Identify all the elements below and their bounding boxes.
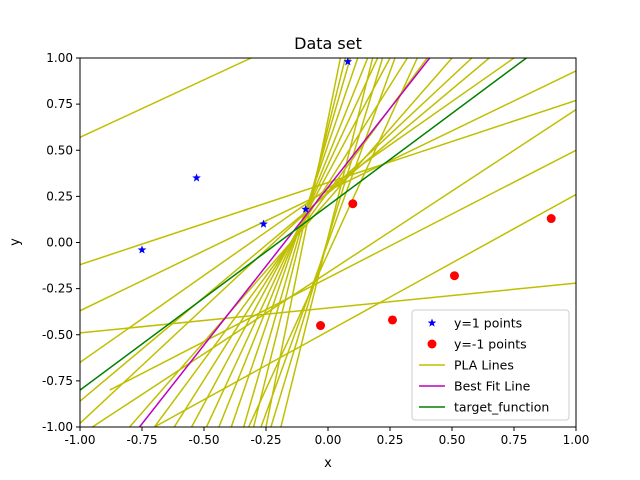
axis-ticks: -1.00 -0.75 -0.50 -0.25 0.00 0.25 0.50 0.75 1.00… [42, 51, 589, 447]
x-tick-label: 0.25 [377, 433, 404, 447]
x-tick-label: -0.25 [250, 433, 281, 447]
y-tick-label: 0.25 [46, 189, 73, 203]
x-axis-label: x [324, 456, 332, 471]
y-tick-label: 0.50 [46, 143, 73, 157]
legend-label: Best Fit Line [454, 379, 531, 394]
y-tick-label: -0.50 [42, 328, 73, 342]
plot-area [80, 58, 576, 427]
x-tick-label: 0.75 [501, 433, 528, 447]
pla-lines-1 [80, 58, 252, 139]
pla-lines-12 [218, 58, 369, 427]
pla-lines-22 [91, 109, 576, 427]
x-tick-label: 0.50 [439, 433, 466, 447]
legend-swatch-star [427, 318, 437, 327]
x-tick-label: -0.50 [188, 433, 219, 447]
legend-swatch-circle [427, 339, 437, 349]
pla-lines-14 [242, 58, 352, 427]
positive-point-2 [192, 173, 201, 182]
positive-point-3 [259, 219, 268, 228]
pla-lines-20 [109, 149, 576, 391]
x-tick-label: 1.00 [563, 433, 590, 447]
legend-label: PLA Lines [454, 358, 514, 373]
legend: y=1 points y=-1 points PLA Lines Best Fit L… [411, 309, 570, 421]
pla-lines-5 [80, 58, 490, 402]
y-tick-label: 0.75 [46, 97, 73, 111]
pla-lines-11 [205, 58, 379, 427]
legend-label: y=1 points [454, 316, 522, 331]
y-tick-label: 1.00 [46, 51, 73, 65]
negative-point-2 [348, 199, 358, 209]
negative-point-5 [546, 214, 556, 224]
pla-lines-24 [265, 58, 342, 427]
pla-lines-6 [80, 282, 576, 334]
best-fit-line-1 [138, 58, 431, 427]
y-tick-label: -1.00 [42, 420, 73, 434]
positive-point-5 [343, 58, 353, 66]
pla-lines-23 [80, 58, 473, 424]
chart-title: Data set [294, 34, 362, 53]
x-tick-label: 0.00 [315, 433, 342, 447]
y-tick-label: 0.00 [46, 236, 73, 250]
positive-point-4 [301, 204, 310, 213]
negative-point-4 [449, 271, 459, 281]
y-tick-label: -0.75 [42, 374, 73, 388]
legend-label: target_function [454, 400, 549, 415]
pla-lines-4 [80, 58, 515, 364]
y-axis-label: y [8, 238, 23, 246]
negative-point-3 [387, 315, 397, 325]
positive-point-1 [137, 245, 147, 254]
legend-box [411, 309, 570, 421]
pla-lines-19 [280, 58, 374, 427]
legend-label: y=-1 points [454, 337, 527, 352]
pla-lines-21 [154, 193, 576, 427]
pla-lines-17 [260, 58, 396, 427]
pla-lines-15 [252, 58, 347, 427]
x-tick-label: -1.00 [64, 433, 95, 447]
target-function-1 [80, 58, 527, 391]
x-tick-label: -0.75 [126, 433, 157, 447]
pla-lines-3 [80, 70, 576, 312]
y-tick-label: -0.25 [42, 282, 73, 296]
pla-lines-16 [247, 58, 418, 427]
pla-lines-13 [230, 58, 359, 427]
negative-point-1 [316, 321, 326, 331]
